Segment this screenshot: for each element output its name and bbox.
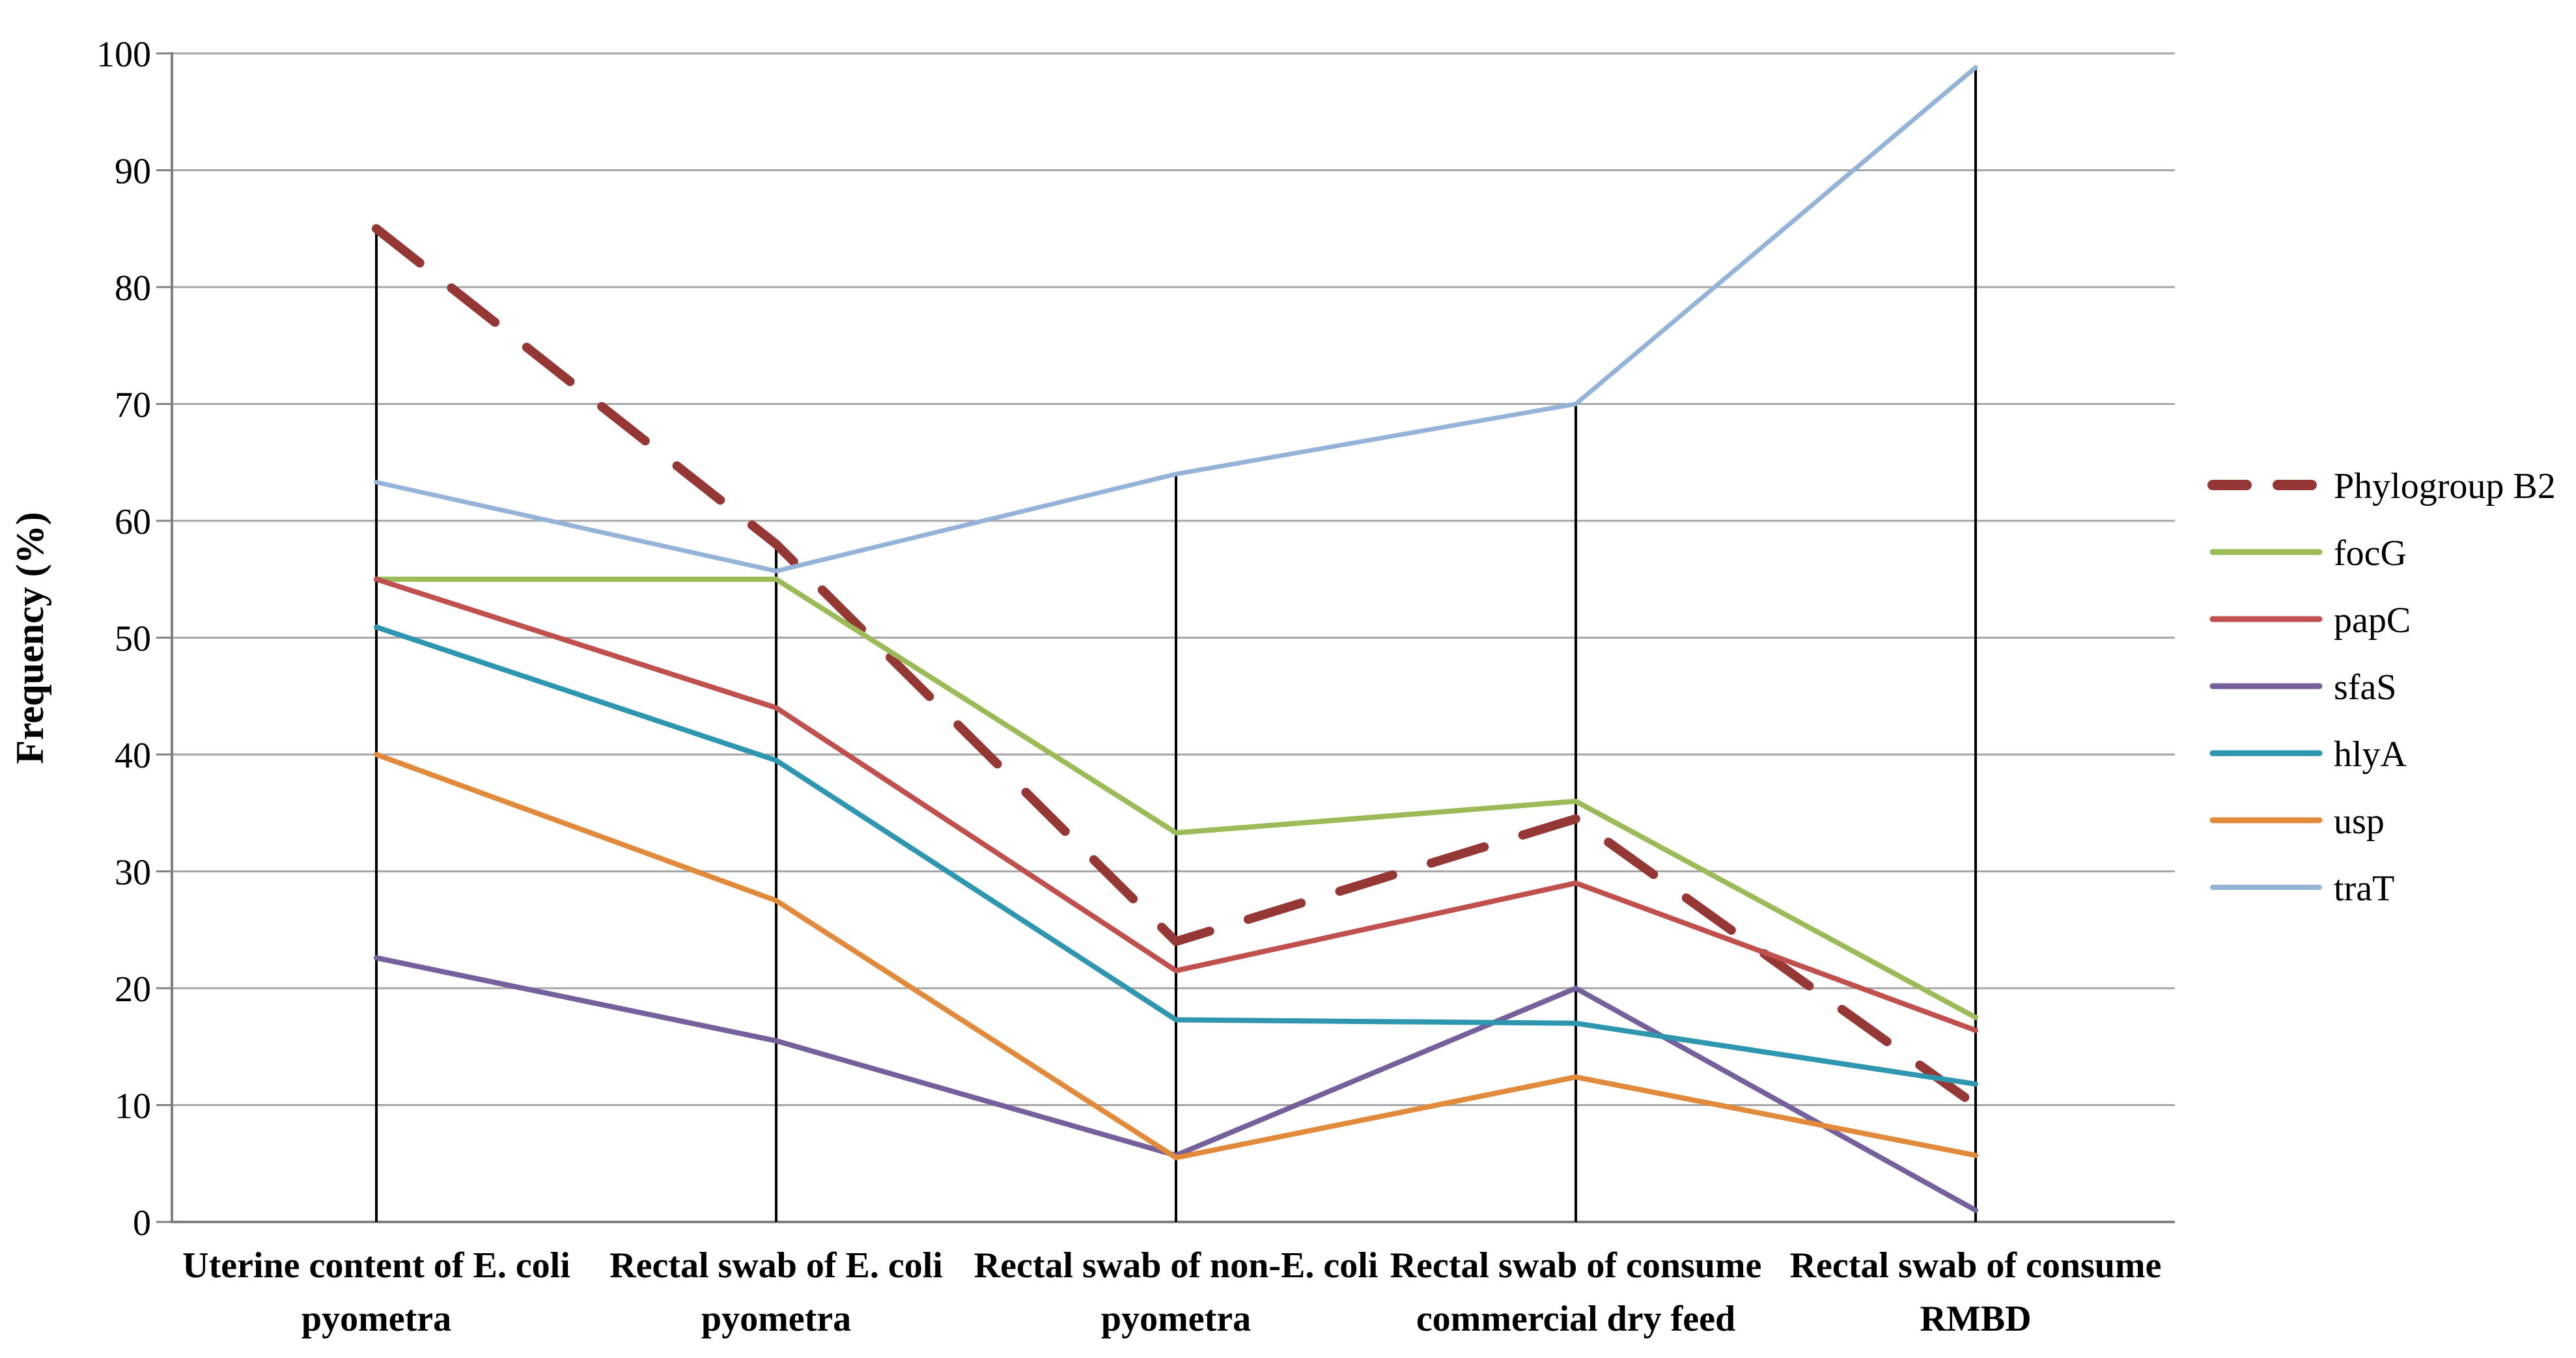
y-tick-labels-group: 0 10 20 30 40 50 60 70 80 90 100 (96, 35, 151, 1243)
x-category-label: Rectal swab of consume (1390, 1245, 1762, 1286)
legend-label: focG (2334, 533, 2407, 574)
y-tick-label: 70 (115, 385, 151, 426)
series-line-phylogroup-b2 (372, 224, 1980, 1110)
legend-item-usp: usp (2209, 801, 2385, 842)
x-category-label: Rectal swab of consume (1790, 1245, 2162, 1286)
legend-item-phylogroup-b2: Phylogroup B2 (2207, 466, 2556, 506)
legend-label: traT (2334, 868, 2394, 909)
series-line-focg (374, 576, 1978, 1020)
series-line-hlya (374, 624, 1978, 1087)
y-tick-label: 50 (115, 619, 151, 659)
y-tick-label: 100 (96, 35, 151, 75)
y-tick-label: 20 (115, 969, 151, 1010)
y-tick-label: 0 (133, 1203, 151, 1243)
y-tick-label: 30 (115, 853, 151, 893)
legend-label: sfaS (2334, 667, 2396, 708)
legend-item-hlya: hlyA (2209, 734, 2407, 775)
x-category-label: pyometra (701, 1299, 851, 1339)
y-tick-label: 40 (115, 736, 151, 776)
y-tick-label: 90 (115, 152, 151, 192)
series-lines-group (372, 65, 1980, 1213)
legend-label: Phylogroup B2 (2334, 466, 2556, 506)
series-line-trat (374, 65, 1978, 574)
legend-item-focg: focG (2209, 533, 2407, 574)
y-axis-title: Frequency (%) (8, 512, 51, 764)
legend-label: papC (2334, 600, 2411, 641)
legend-label: hlyA (2334, 734, 2407, 775)
x-category-label: commercial dry feed (1416, 1299, 1735, 1339)
series-line-papc (374, 576, 1978, 1033)
gridlines-group (172, 52, 2175, 1106)
x-category-label: pyometra (301, 1299, 451, 1339)
series-line-usp (374, 752, 1978, 1161)
x-category-labels-group: Uterine content of E. coli pyometra Rectal… (182, 1245, 2161, 1339)
axes-group (156, 52, 2175, 1223)
legend-group: Phylogroup B2 focG papC sfaS hlyA usp traT (2207, 466, 2556, 909)
y-tick-label: 10 (115, 1087, 151, 1127)
drop-lines-group (375, 67, 1977, 1222)
x-category-label: pyometra (1101, 1299, 1251, 1339)
y-tick-label: 60 (115, 502, 151, 542)
legend-label: usp (2334, 801, 2385, 842)
y-tick-label: 80 (115, 268, 151, 309)
legend-item-sfas: sfaS (2209, 667, 2396, 708)
legend-item-trat: traT (2210, 868, 2394, 909)
x-category-label: Uterine content of E. coli (182, 1245, 570, 1286)
legend-item-papc: papC (2209, 600, 2411, 641)
x-category-label: Rectal swab of E. coli (609, 1245, 943, 1286)
x-category-label: RMBD (1920, 1299, 2031, 1339)
x-category-label: Rectal swab of non-E. coli (974, 1245, 1379, 1286)
